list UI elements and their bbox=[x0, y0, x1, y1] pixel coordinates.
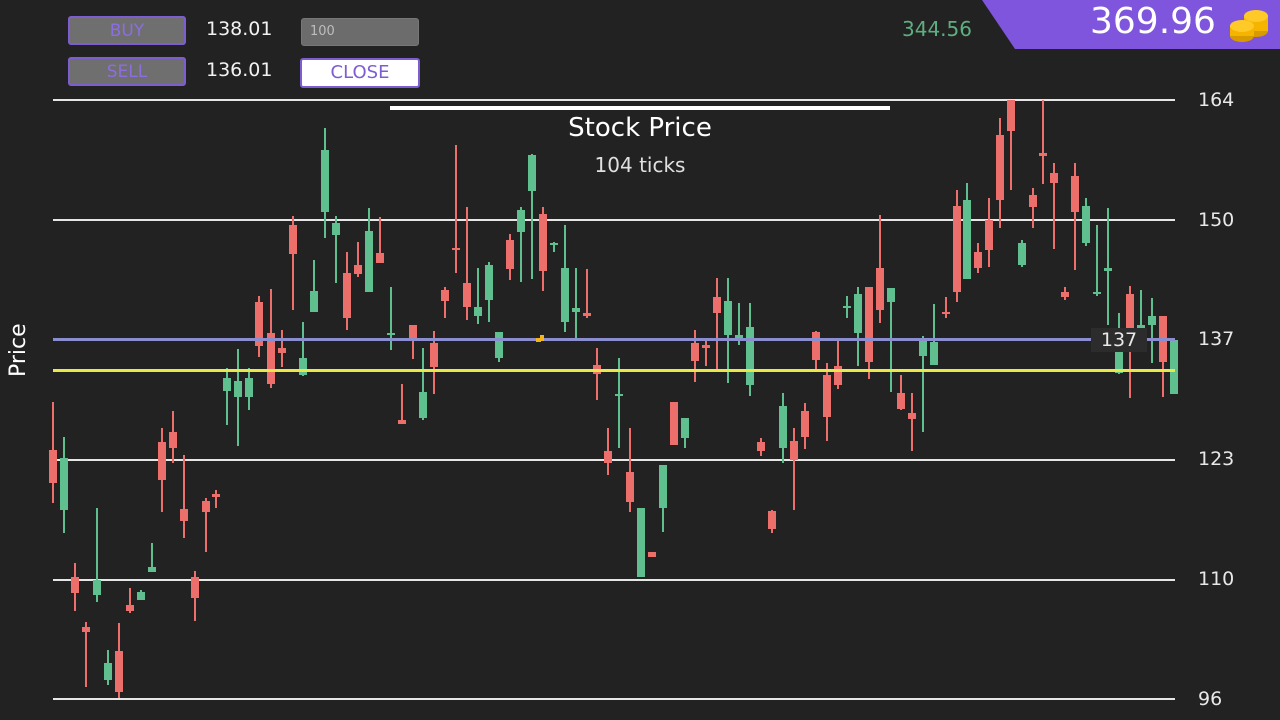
y-tick: 96 bbox=[1198, 688, 1223, 710]
chart-title: Stock Price bbox=[568, 113, 712, 143]
balance-panel bbox=[982, 0, 1280, 49]
balance-value: 369.96 bbox=[1090, 1, 1216, 42]
y-tick: 164 bbox=[1198, 89, 1235, 111]
y-tick: 150 bbox=[1198, 209, 1235, 231]
title-underline bbox=[390, 106, 890, 110]
y-tick: 137 bbox=[1198, 328, 1235, 350]
sell-button[interactable]: SELL bbox=[68, 57, 186, 86]
sell-price: 136.01 bbox=[206, 59, 273, 81]
y-tick: 123 bbox=[1198, 448, 1235, 470]
candles bbox=[49, 100, 1178, 698]
position-line bbox=[53, 369, 1175, 372]
chart-subtitle: 104 ticks bbox=[594, 153, 686, 177]
trade-marker bbox=[536, 335, 544, 342]
buy-button[interactable]: BUY bbox=[68, 16, 186, 45]
current-price-tag: 137 bbox=[1091, 328, 1147, 352]
quantity-input[interactable]: 100 bbox=[301, 18, 419, 46]
coins-icon bbox=[1230, 10, 1268, 42]
buy-price: 138.01 bbox=[206, 18, 273, 40]
current-price-line bbox=[53, 338, 1175, 341]
grid-lines bbox=[53, 99, 1175, 700]
pnl-value: 344.56 bbox=[902, 17, 972, 41]
close-position-button[interactable]: CLOSE bbox=[300, 58, 420, 88]
y-tick: 110 bbox=[1198, 568, 1235, 590]
